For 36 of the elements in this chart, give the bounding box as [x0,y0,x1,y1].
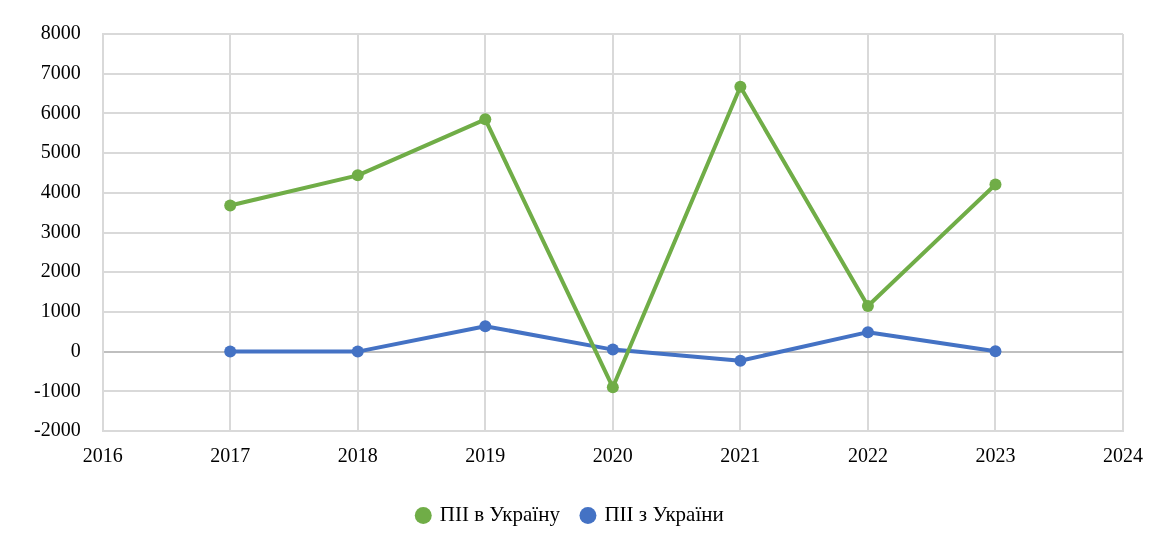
y-tick-label: 5000 [40,140,81,163]
y-tick-label: 4000 [40,180,81,203]
point [734,80,747,93]
point [224,199,237,212]
y-tick-label: 0 [70,338,81,361]
point [989,345,1002,358]
x-tick-label: 2022 [847,444,888,467]
x-tick-label: 2023 [975,444,1016,467]
point [479,113,492,126]
y-tick-label: 3000 [40,219,81,242]
point [606,381,619,394]
y-tick-label: 8000 [40,21,81,44]
point [861,299,874,312]
x-tick-label: 2018 [337,444,378,467]
legend-label: ПІІ в Україну [439,502,561,527]
x-tick-label: 2019 [465,444,506,467]
x-tick-label: 2020 [592,444,633,467]
x-tick-label: 2021 [720,444,761,467]
y-tick-label: 2000 [40,259,81,282]
point [351,169,364,182]
y-tick-label: -2000 [33,418,81,441]
x-tick-label: 2016 [82,444,123,467]
y-tick-label: -1000 [33,378,81,401]
point [734,354,747,367]
x-tick-label: 2017 [210,444,251,467]
point [224,345,237,358]
point [989,178,1002,191]
y-tick-label: 6000 [40,100,81,123]
y-tick-label: 1000 [40,299,81,322]
legend-label: ПІІ з України [604,502,724,527]
point [606,343,619,356]
y-tick-label: 7000 [40,60,81,83]
point [861,326,874,339]
point [351,345,364,358]
point [479,320,492,333]
x-tick-label: 2024 [1103,444,1143,467]
